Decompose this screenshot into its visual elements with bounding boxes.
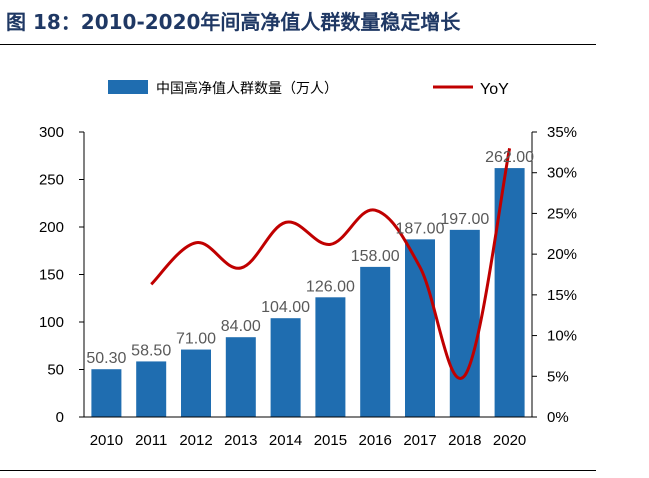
legend: 中国高净值人群数量（万人） YoY [108, 80, 509, 98]
bar-2014 [270, 318, 301, 417]
right-tick-label: 30% [547, 165, 577, 182]
bottom-rule [0, 470, 596, 471]
bar-value-label: 71.00 [176, 331, 216, 348]
figure-title: 图 18：2010-2020年间高净值人群数量稳定增长 [6, 10, 461, 34]
x-tick-label: 2011 [135, 432, 167, 449]
left-tick-label: 200 [39, 219, 64, 236]
right-tick-label: 20% [547, 246, 577, 263]
bar-value-label: 187.00 [396, 220, 445, 237]
left-tick-label: 250 [39, 172, 64, 189]
bar-value-label: 126.00 [306, 278, 355, 295]
x-tick-label: 2016 [359, 432, 392, 449]
bar-2018 [449, 229, 480, 417]
x-tick-label: 2010 [90, 432, 123, 449]
legend-line-label: YoY [480, 81, 509, 98]
title-underline [0, 44, 596, 45]
legend-bar-swatch [108, 80, 148, 94]
bar-2010 [91, 369, 122, 417]
bar-2013 [225, 337, 256, 417]
left-tick-label: 0 [56, 409, 64, 426]
right-tick-label: 35% [547, 124, 577, 141]
bar-value-label: 58.50 [131, 342, 171, 359]
x-tick-label: 2014 [269, 432, 302, 449]
x-tick-label: 2015 [314, 432, 347, 449]
bar-2016 [360, 266, 391, 417]
bar-value-label: 50.30 [86, 350, 126, 367]
bar-series [91, 168, 525, 417]
axes: 0 50 100 150 200 250 300 0% 5% 10% 15% 20% 25% 30% 35%… [39, 124, 577, 449]
x-tick-label: 2020 [493, 432, 526, 449]
bar-value-label: 158.00 [351, 248, 400, 265]
bar-2012 [181, 349, 211, 417]
bar-value-label: 262.00 [485, 149, 534, 166]
right-tick-label: 0% [547, 409, 569, 426]
x-tick-label: 2018 [448, 432, 481, 449]
bar-2015 [315, 297, 346, 417]
bar-value-label: 197.00 [440, 211, 489, 228]
left-tick-label: 300 [39, 124, 64, 141]
bar-value-label: 84.00 [221, 318, 261, 335]
left-tick-label: 150 [39, 267, 64, 284]
bar-value-label: 104.00 [261, 299, 310, 316]
right-tick-label: 5% [547, 368, 569, 385]
right-tick-label: 15% [547, 287, 577, 304]
yoy-series [150, 147, 512, 380]
left-tick-label: 100 [39, 314, 64, 331]
yoy-line [150, 147, 512, 380]
right-tick-label: 10% [547, 328, 577, 345]
x-tick-label: 2012 [179, 432, 212, 449]
left-tick-label: 50 [47, 362, 64, 379]
x-tick-label: 2013 [224, 432, 257, 449]
x-tick-label: 2017 [403, 432, 436, 449]
bar-2011 [136, 361, 167, 417]
legend-bar-label: 中国高净值人群数量（万人） [156, 80, 338, 97]
right-tick-label: 25% [547, 205, 577, 222]
